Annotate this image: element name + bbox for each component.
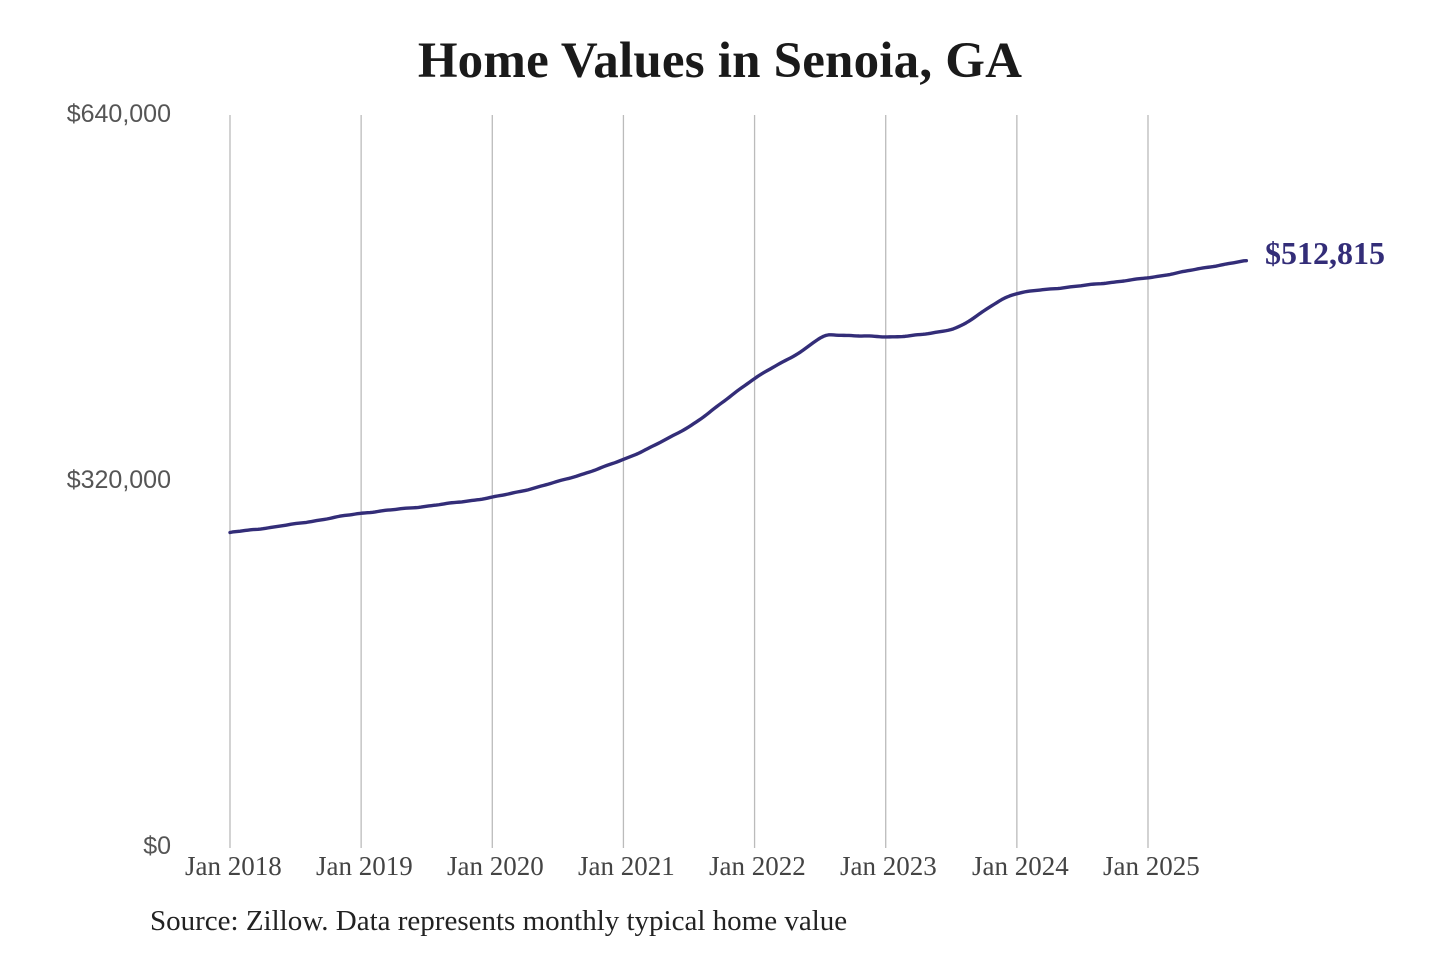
svg-text:Jan 2024: Jan 2024 [972,851,1069,881]
svg-text:Jan 2021: Jan 2021 [578,851,675,881]
svg-text:$640,000: $640,000 [67,100,171,128]
svg-text:Jan 2020: Jan 2020 [447,851,544,881]
svg-text:Jan 2019: Jan 2019 [316,851,413,881]
svg-text:Jan 2022: Jan 2022 [709,851,806,881]
svg-text:$512,815: $512,815 [1265,235,1385,271]
svg-text:Jan 2023: Jan 2023 [840,851,937,881]
svg-text:Jan 2018: Jan 2018 [185,851,282,881]
svg-text:$320,000: $320,000 [67,466,171,494]
svg-text:Jan 2025: Jan 2025 [1103,851,1200,881]
svg-text:$0: $0 [143,832,171,860]
